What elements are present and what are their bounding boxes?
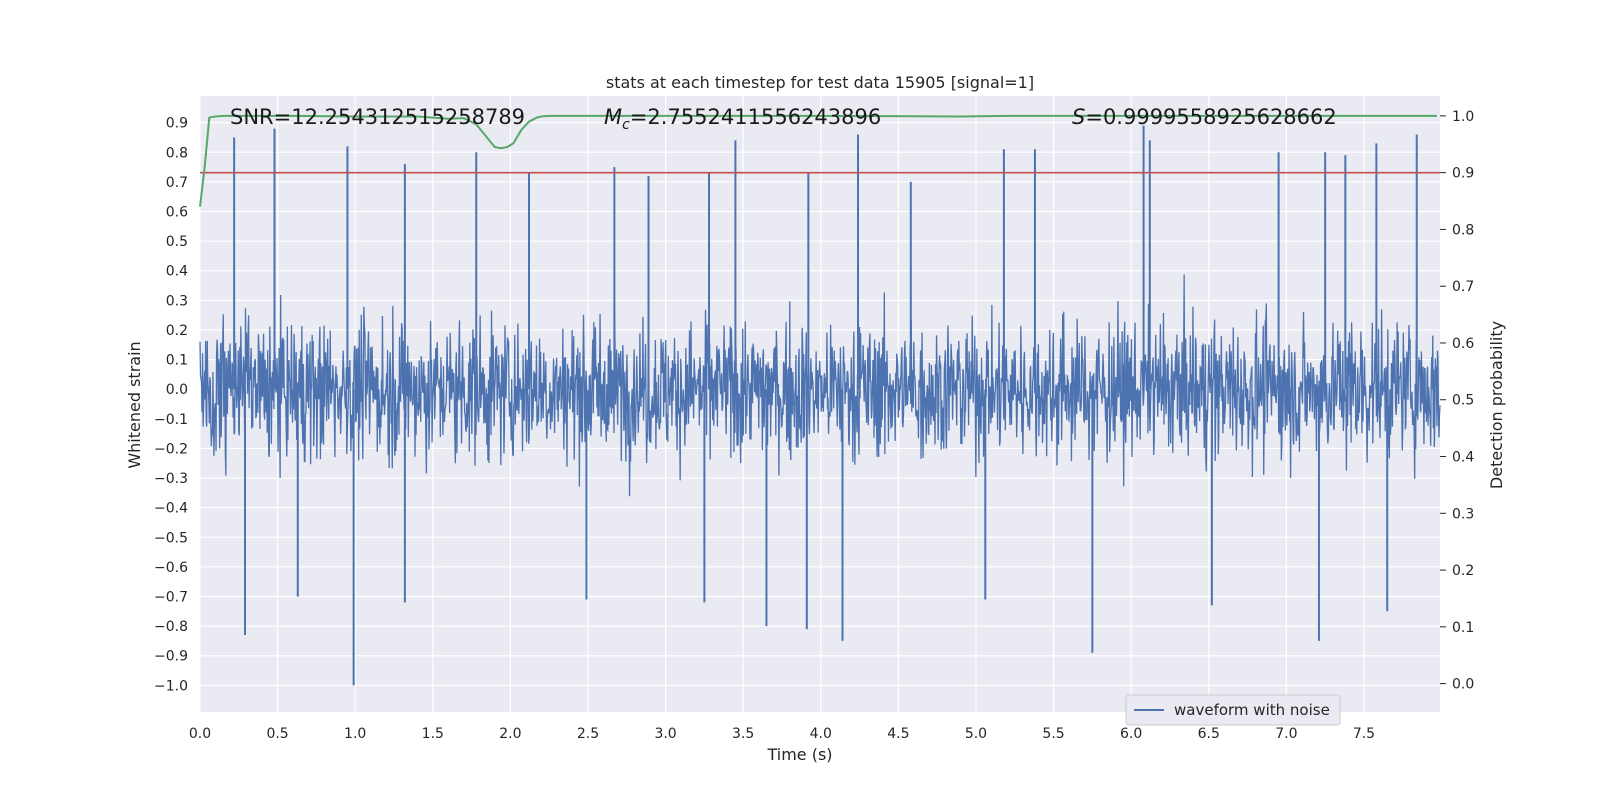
- probability-overlay: [199, 114, 1440, 207]
- right-y-tick-label: 0.3: [1452, 506, 1474, 522]
- left-y-tick-label: 0.7: [166, 175, 188, 191]
- left-y-tick-label: 0.3: [166, 293, 188, 309]
- left-y-axis-label: Whitened strain: [125, 341, 144, 468]
- waveform-line: [199, 274, 1441, 497]
- left-y-tick-label: 0.4: [166, 264, 188, 280]
- left-y-tick-label: 0.8: [166, 145, 188, 161]
- legend-label-waveform: waveform with noise: [1174, 701, 1330, 719]
- x-tick-label: 5.0: [965, 726, 987, 742]
- left-y-tick-label: −0.4: [154, 501, 188, 517]
- detection-probability-line: [199, 114, 1437, 207]
- chirp-mass-symbol: M: [604, 105, 622, 129]
- legend-box: [1125, 694, 1341, 726]
- right-y-tick-label: 0.2: [1452, 563, 1474, 579]
- x-tick-label: 2.5: [577, 726, 599, 742]
- right-y-axis-label: Detection probability: [1487, 321, 1506, 489]
- left-y-tick-label: 0.1: [166, 353, 188, 369]
- waveform-series: [199, 125, 1441, 686]
- left-y-tick-label: 0.2: [166, 323, 188, 339]
- chirp-mass-annotation: Mc=2.7552411556243896: [604, 105, 881, 133]
- x-tick-label: 3.0: [654, 726, 676, 742]
- x-tick-label: 0.0: [189, 726, 211, 742]
- s-symbol: S: [1072, 105, 1085, 129]
- right-y-tick-label: 0.6: [1452, 336, 1474, 352]
- plot-area: [200, 96, 1440, 712]
- right-y-tick-label: 0.9: [1452, 166, 1474, 182]
- right-y-tick-label: 0.1: [1452, 620, 1474, 636]
- chirp-mass-value: =2.7552411556243896: [630, 105, 881, 129]
- left-y-tick-label: −1.0: [154, 678, 188, 694]
- s-annotation: S=0.9999558925628662: [1072, 105, 1337, 129]
- legend: waveform with noise: [1125, 694, 1341, 726]
- left-y-tick-label: 0.6: [166, 205, 188, 221]
- right-axis-ticks: 1.0 0.9 0.8 0.7 0.6 0.5 0.4 0.3 0.2 0.1 0.0: [1440, 109, 1474, 693]
- x-tick-label: 3.5: [732, 726, 754, 742]
- x-tick-label: 4.0: [810, 726, 832, 742]
- x-tick-label: 7.0: [1275, 726, 1297, 742]
- snr-annotation: SNR=12.254312515258789: [230, 105, 525, 129]
- left-y-tick-label: −0.1: [154, 412, 188, 428]
- chart-title: stats at each timestep for test data 159…: [606, 73, 1034, 92]
- left-y-tick-label: −0.6: [154, 560, 188, 576]
- left-y-tick-label: −0.3: [154, 471, 188, 487]
- left-axis-ticks: 0.9 0.8 0.7 0.6 0.5 0.4 0.3 0.2 0.1 0.0 −0.1 −0.2 −0…: [154, 116, 188, 695]
- left-y-tick-label: −0.5: [154, 530, 188, 546]
- right-y-tick-label: 0.8: [1452, 222, 1474, 238]
- x-tick-label: 5.5: [1042, 726, 1064, 742]
- left-y-tick-label: 0.0: [166, 382, 188, 398]
- x-tick-label: 7.5: [1353, 726, 1375, 742]
- right-y-tick-label: 0.7: [1452, 279, 1474, 295]
- chirp-mass-subscript: c: [622, 117, 630, 133]
- left-y-tick-label: −0.7: [154, 590, 188, 606]
- x-tick-label: 0.5: [266, 726, 288, 742]
- x-tick-label: 1.5: [422, 726, 444, 742]
- x-tick-label: 1.0: [344, 726, 366, 742]
- right-y-tick-label: 0.4: [1452, 450, 1474, 466]
- left-y-tick-label: −0.9: [154, 649, 188, 665]
- x-tick-label: 2.0: [499, 726, 521, 742]
- right-y-tick-label: 0.5: [1452, 393, 1474, 409]
- x-tick-label: 6.5: [1198, 726, 1220, 742]
- s-value: =0.9999558925628662: [1085, 105, 1336, 129]
- left-y-tick-label: −0.8: [154, 619, 188, 635]
- right-y-tick-label: 0.0: [1452, 677, 1474, 693]
- x-axis-label: Time (s): [766, 745, 832, 764]
- x-tick-label: 6.0: [1120, 726, 1142, 742]
- left-y-tick-label: 0.9: [166, 116, 188, 132]
- x-axis-ticks: 0.0 0.5 1.0 1.5 2.0 2.5 3.0 3.5 4.0 4.5 5.0 5.5 6.0 6…: [189, 726, 1375, 742]
- right-y-tick-label: 1.0: [1452, 109, 1474, 125]
- x-tick-label: 4.5: [887, 726, 909, 742]
- left-y-tick-label: −0.2: [154, 441, 188, 457]
- left-y-tick-label: 0.5: [166, 234, 188, 250]
